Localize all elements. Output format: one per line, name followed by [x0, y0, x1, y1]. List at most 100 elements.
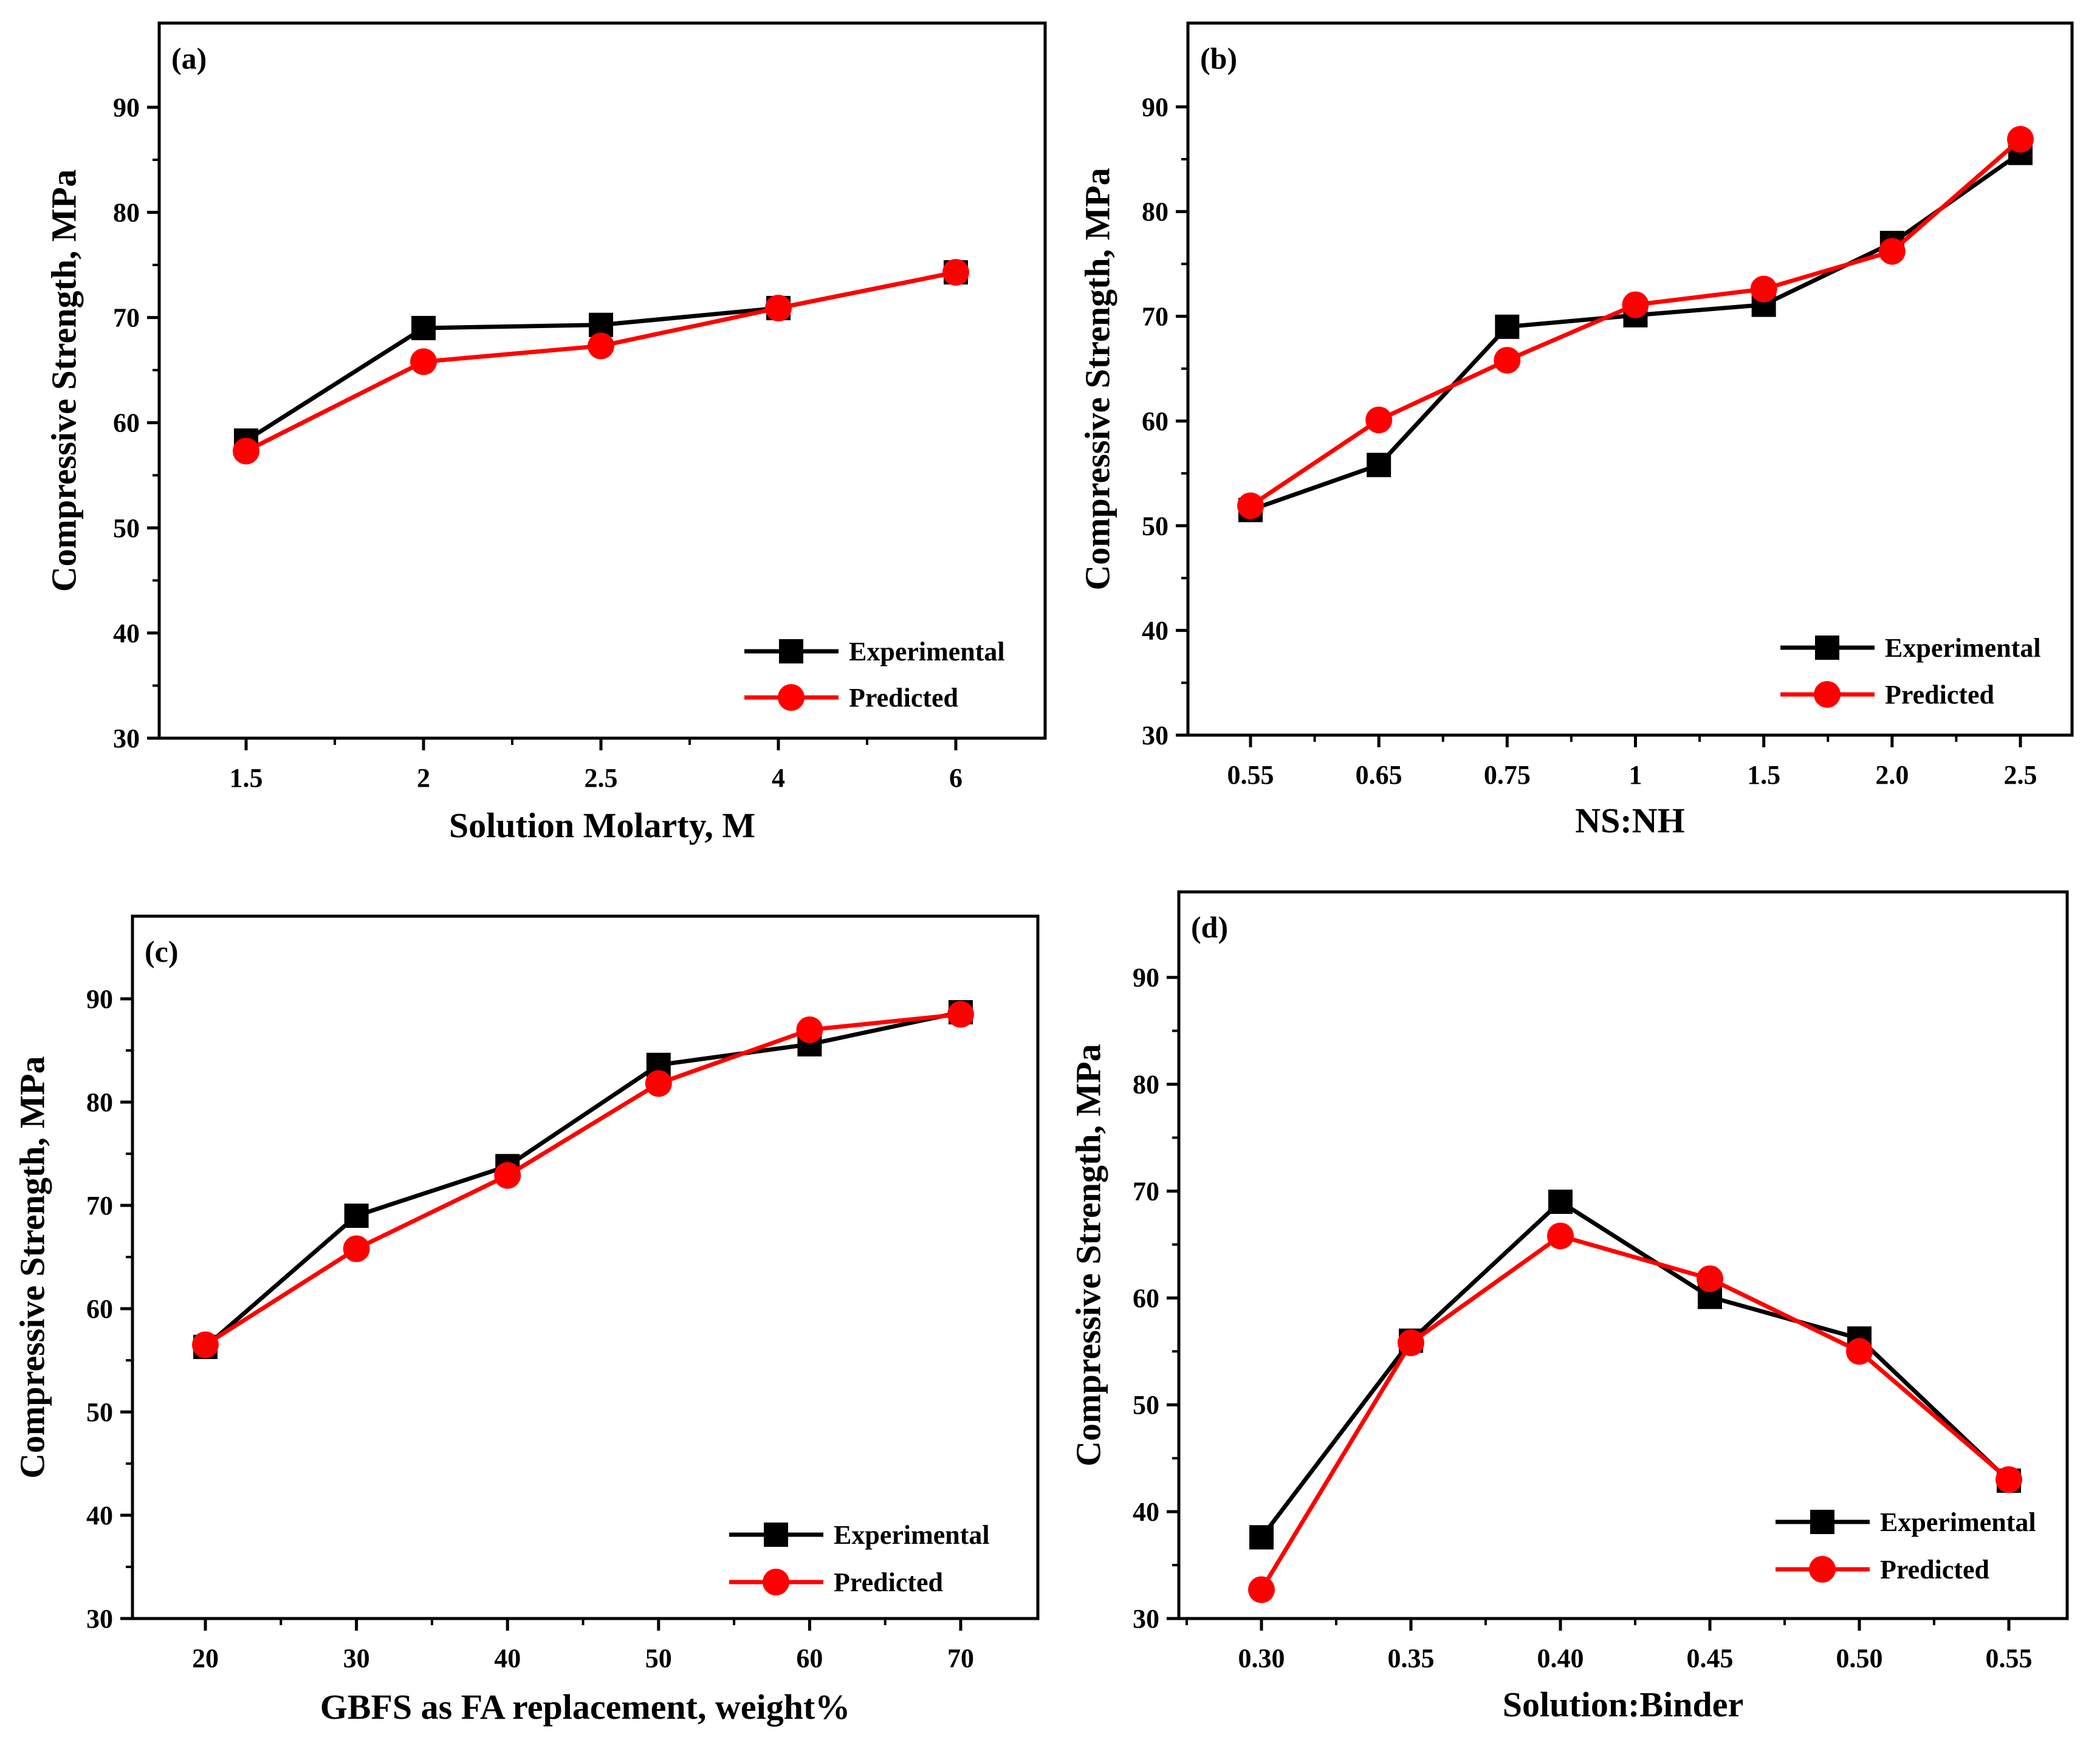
legend-marker-predicted	[1809, 1556, 1836, 1583]
legend: Experimental Predicted	[1776, 1507, 2036, 1585]
x-tick-label: 4	[772, 763, 785, 793]
y-tick-label: 80	[113, 198, 140, 228]
x-tick-label: 60	[796, 1643, 823, 1673]
legend-label: Predicted	[1880, 1555, 1989, 1585]
legend-marker-predicted	[778, 684, 805, 711]
legend-label: Experimental	[834, 1520, 990, 1550]
y-tick-label: 90	[1142, 92, 1168, 122]
y-tick-label: 50	[1133, 1390, 1159, 1420]
y-tick-label: 30	[86, 1604, 113, 1634]
x-tick-label: 6	[949, 763, 962, 793]
x-tick-label: 1	[1629, 760, 1642, 790]
series-line-predicted	[204, 1012, 961, 1347]
data-point-experimental	[411, 315, 436, 340]
legend-marker-predicted	[1814, 681, 1841, 708]
data-point-predicted	[192, 1331, 219, 1358]
data-point-predicted	[947, 1001, 974, 1028]
y-tick-label: 80	[1142, 197, 1168, 227]
data-point-predicted	[1494, 346, 1521, 374]
y-tick-label: 80	[1133, 1070, 1159, 1100]
y-tick-label: 60	[113, 408, 140, 438]
x-tick-label: 2.0	[1875, 760, 1909, 790]
x-tick-label: 0.30	[1238, 1643, 1285, 1673]
legend-label: Predicted	[834, 1567, 943, 1597]
y-tick-label: 70	[86, 1191, 113, 1221]
y-tick-label: 30	[1133, 1604, 1159, 1634]
chart-panel-1: 30 40 50 60 70 80 90 0.55 0.65 0.75 1 1.5 2.0 2.5 NS:N…	[1077, 21, 2074, 840]
y-tick-label: 50	[113, 513, 140, 543]
panel-label: (d)	[1191, 910, 1228, 944]
plot-frame	[1177, 890, 2069, 1620]
x-axis-title: NS:NH	[1575, 801, 1684, 840]
y-tick-label: 40	[86, 1501, 113, 1530]
y-tick-label: 60	[1142, 406, 1168, 436]
y-tick-label: 90	[1133, 963, 1159, 993]
y-tick-label: 50	[86, 1397, 113, 1427]
data-point-predicted	[1622, 291, 1649, 318]
chart-panel-3: 30 40 50 60 70 80 90 0.30 0.35 0.40 0.45 0.50 0.55 So…	[1068, 890, 2069, 1724]
y-tick-label: 40	[113, 618, 140, 648]
legend-marker-predicted	[763, 1569, 789, 1595]
x-tick-label: 70	[947, 1643, 974, 1673]
data-point-predicted	[1248, 1576, 1275, 1603]
x-axis-title: Solution:Binder	[1503, 1685, 1743, 1724]
plot-frame	[1186, 21, 2074, 737]
data-point-predicted	[1365, 406, 1393, 434]
x-tick-label: 0.75	[1484, 760, 1531, 790]
x-tick-label: 2.5	[2004, 760, 2037, 790]
data-point-experimental	[1495, 314, 1520, 339]
y-tick-label: 30	[113, 724, 140, 753]
y-tick-label: 50	[1142, 511, 1168, 541]
y-tick-label: 90	[86, 984, 113, 1014]
x-tick-label: 2.5	[585, 763, 618, 793]
legend: Experimental Predicted	[729, 1520, 990, 1597]
x-tick-label: 30	[343, 1643, 370, 1673]
y-axis-title: Compressive Strength, MPa	[1068, 1044, 1108, 1466]
data-point-predicted	[1995, 1466, 2022, 1493]
legend-marker-experimental	[764, 1523, 788, 1547]
y-tick-label: 70	[113, 303, 140, 333]
data-point-predicted	[942, 259, 969, 286]
y-tick-label: 30	[1142, 721, 1168, 750]
series-line-experimental	[1249, 151, 2022, 512]
plot-frame	[131, 914, 1040, 1620]
data-point-experimental	[1367, 453, 1391, 478]
x-tick-label: 40	[494, 1643, 521, 1673]
data-point-predicted	[765, 295, 792, 322]
panel-label: (c)	[145, 934, 179, 968]
series-line-predicted	[1260, 1233, 2011, 1591]
data-point-predicted	[796, 1016, 823, 1043]
y-tick-label: 40	[1142, 616, 1168, 646]
x-tick-label: 0.55	[1986, 1643, 2033, 1673]
legend-label: Experimental	[849, 637, 1005, 666]
x-tick-label: 2	[417, 763, 430, 793]
data-point-predicted	[410, 348, 437, 375]
x-axis-title: Solution Molarty, M	[449, 806, 755, 845]
legend-marker-experimental	[1815, 636, 1839, 660]
y-tick-label: 90	[113, 92, 140, 122]
y-tick-label: 80	[86, 1088, 113, 1117]
legend-label: Experimental	[1880, 1507, 2036, 1537]
data-point-predicted	[1750, 275, 1777, 303]
x-tick-label: 20	[192, 1643, 219, 1673]
panel-label: (a)	[171, 41, 207, 75]
data-point-predicted	[1878, 238, 1906, 265]
y-tick-label: 70	[1133, 1176, 1159, 1206]
legend-label: Predicted	[849, 683, 958, 713]
x-tick-label: 0.65	[1356, 760, 1402, 790]
x-tick-label: 0.45	[1687, 1643, 1734, 1673]
y-tick-label: 70	[1142, 302, 1168, 332]
legend-label: Predicted	[1885, 680, 1994, 710]
legend: Experimental Predicted	[1780, 633, 2041, 710]
x-tick-label: 0.40	[1537, 1643, 1584, 1673]
y-axis-title: Compressive Strength, MPa	[44, 170, 83, 592]
legend: Experimental Predicted	[744, 637, 1005, 713]
data-point-predicted	[645, 1070, 672, 1097]
chart-panel-2: 30 40 50 60 70 80 90 20 30 40 50 60 70 GBFS as FA rep…	[12, 914, 1040, 1727]
series-line-experimental	[1260, 1199, 2011, 1539]
data-point-experimental	[344, 1204, 369, 1228]
data-point-predicted	[1398, 1329, 1424, 1357]
data-point-predicted	[1697, 1265, 1723, 1292]
series-line-predicted	[245, 270, 956, 453]
